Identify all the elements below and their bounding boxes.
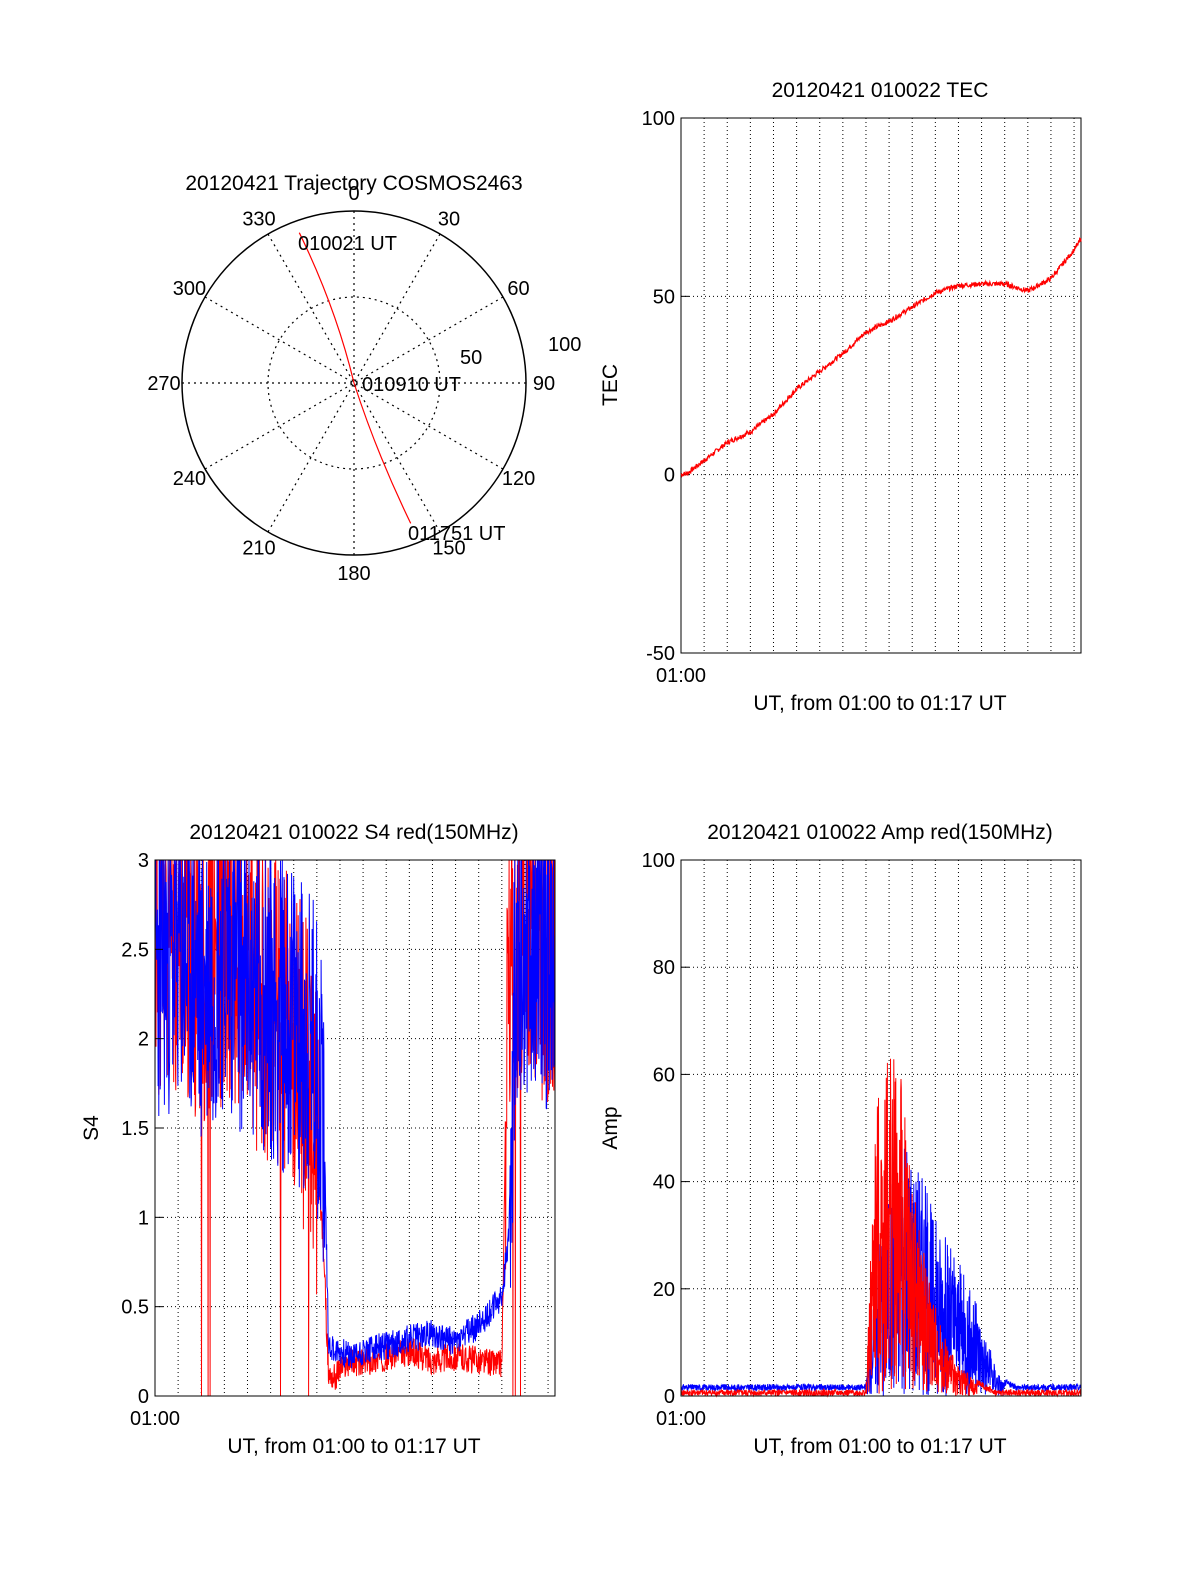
y-tick-label: 2.5 bbox=[121, 939, 149, 961]
s4-title: 20120421 010022 S4 red(150MHz) bbox=[189, 821, 518, 844]
polar-radius-label-100: 100 bbox=[548, 334, 581, 356]
polar-azimuth-label: 240 bbox=[173, 468, 206, 490]
tec-x-label: UT, from 01:00 to 01:17 UT bbox=[753, 692, 1006, 715]
polar-plot: 20120421 Trajectory COSMOS2463 0 30 60 90 12… bbox=[147, 172, 581, 585]
tec-frame bbox=[680, 117, 1082, 654]
y-tick-label: 2 bbox=[138, 1029, 149, 1051]
polar-azimuth-label: 90 bbox=[533, 373, 555, 395]
s4-x-start-label: 01:00 bbox=[130, 1408, 180, 1430]
amp-red-series-line bbox=[680, 1058, 1082, 1398]
y-tick-label: 40 bbox=[653, 1172, 675, 1194]
y-tick-label: 1 bbox=[138, 1207, 149, 1229]
s4-blue-series-line bbox=[154, 859, 556, 1369]
amp-plot: 20120421 010022 Amp red(150MHz) 0 20 40 60 8… bbox=[599, 821, 1082, 1458]
y-tick-label: 0.5 bbox=[121, 1297, 149, 1319]
y-tick-label: 3 bbox=[138, 850, 149, 872]
y-tick-label: 20 bbox=[653, 1279, 675, 1301]
tec-x-start-label: 01:00 bbox=[656, 665, 706, 687]
y-tick-label: 0 bbox=[664, 465, 675, 487]
tec-title: 20120421 010022 TEC bbox=[772, 79, 989, 102]
y-tick-label: 100 bbox=[642, 108, 675, 130]
s4-x-label: UT, from 01:00 to 01:17 UT bbox=[227, 1435, 480, 1458]
tec-plot: 20120421 010022 TEC -50 0 50 100 01:00 UT, … bbox=[599, 79, 1082, 715]
s4-y-label: S4 bbox=[80, 1115, 103, 1141]
amp-x-label: UT, from 01:00 to 01:17 UT bbox=[753, 1435, 1006, 1458]
polar-azimuth-label: 300 bbox=[173, 278, 206, 300]
y-tick-label: 80 bbox=[653, 957, 675, 979]
s4-red-series-line bbox=[154, 859, 556, 1397]
trajectory-line bbox=[298, 232, 412, 524]
amp-title: 20120421 010022 Amp red(150MHz) bbox=[707, 821, 1053, 844]
polar-azimuth-label: 30 bbox=[438, 208, 460, 230]
tec-grid bbox=[681, 118, 1081, 653]
polar-azimuth-label: 150 bbox=[432, 538, 465, 560]
y-tick-label: 60 bbox=[653, 1064, 675, 1086]
trajectory-end-label: 011751 UT bbox=[408, 523, 505, 545]
tec-series-line bbox=[680, 236, 1082, 478]
tec-y-ticks: -50 0 50 100 bbox=[642, 108, 689, 665]
tec-y-label: TEC bbox=[599, 364, 622, 406]
y-tick-label: -50 bbox=[646, 643, 675, 665]
polar-azimuth-label: 0 bbox=[348, 183, 359, 205]
polar-azimuth-label: 60 bbox=[507, 278, 529, 300]
y-tick-label: 1.5 bbox=[121, 1118, 149, 1140]
polar-azimuth-label: 120 bbox=[502, 468, 535, 490]
y-tick-label: 0 bbox=[138, 1386, 149, 1408]
y-tick-label: 0 bbox=[664, 1386, 675, 1408]
polar-azimuth-label: 270 bbox=[147, 373, 180, 395]
polar-title: 20120421 Trajectory COSMOS2463 bbox=[185, 172, 522, 195]
y-tick-label: 100 bbox=[642, 850, 675, 872]
y-tick-label: 50 bbox=[653, 286, 675, 308]
polar-azimuth-label: 180 bbox=[337, 563, 370, 585]
polar-azimuth-label: 210 bbox=[242, 538, 275, 560]
s4-plot: 20120421 010022 S4 red(150MHz) 0 0.5 1 1.5 2… bbox=[80, 821, 556, 1458]
trajectory-mid-label: 010910 UT bbox=[362, 374, 461, 396]
amp-y-label: Amp bbox=[599, 1106, 622, 1149]
amp-x-start-label: 01:00 bbox=[656, 1408, 706, 1430]
amp-y-ticks: 0 20 40 60 80 100 bbox=[642, 850, 689, 1408]
polar-azimuth-label: 330 bbox=[242, 208, 275, 230]
polar-azimuth-labels: 0 30 60 90 120 150 180 210 240 270 300 330 bbox=[147, 183, 555, 585]
trajectory-start-label: 010021 UT bbox=[298, 233, 397, 255]
s4-y-ticks: 0 0.5 1 1.5 2 2.5 3 bbox=[121, 850, 163, 1408]
amp-blue-series-line bbox=[680, 1148, 1082, 1396]
polar-radius-label-50: 50 bbox=[460, 347, 482, 369]
amp-frame bbox=[680, 859, 1082, 1397]
